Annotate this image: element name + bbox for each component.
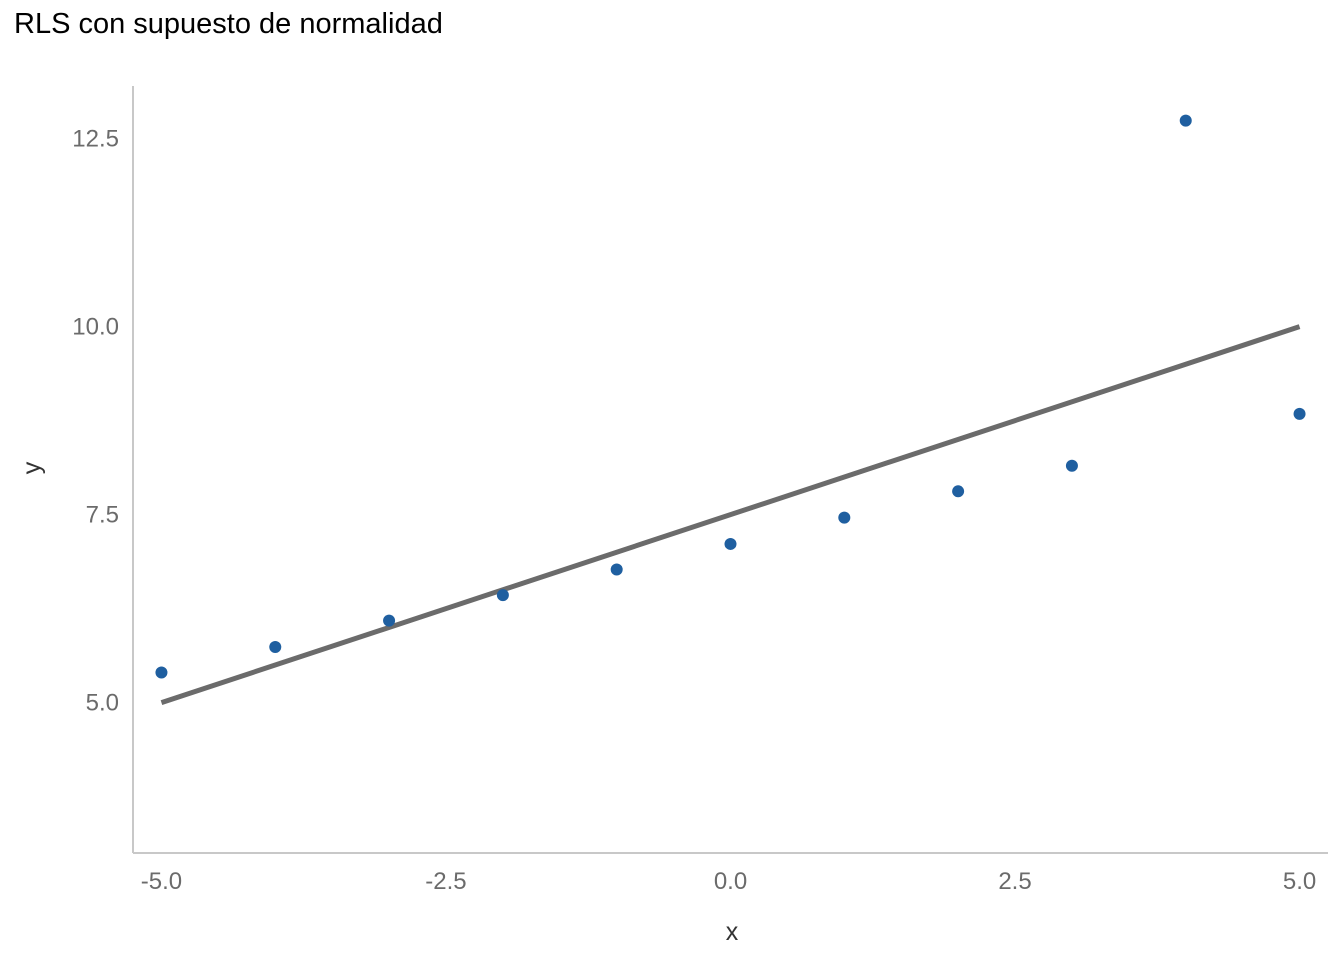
data-point	[383, 614, 396, 627]
data-point	[1293, 407, 1306, 420]
x-tick-label: -5.0	[141, 868, 182, 895]
x-tick-label: 5.0	[1283, 868, 1316, 895]
x-tick-label: 2.5	[998, 868, 1031, 895]
x-axis-label: x	[726, 918, 739, 946]
data-point	[496, 589, 509, 602]
data-point	[155, 666, 168, 679]
data-point	[1065, 459, 1078, 472]
data-point	[838, 511, 851, 524]
regression-line-group	[160, 324, 1301, 705]
x-tick-label: -2.5	[425, 868, 466, 895]
data-point	[1179, 114, 1192, 127]
tick-labels: -5.0 -2.5 0.0 2.5 5.0 5.0 7.5 10.0 12.5	[72, 126, 1316, 895]
y-tick-label: 5.0	[86, 690, 119, 717]
y-tick-label: 7.5	[86, 502, 119, 529]
data-points	[155, 114, 1306, 679]
y-tick-label: 12.5	[72, 126, 119, 153]
axes	[132, 86, 1328, 854]
chart-title: RLS con supuesto de normalidad	[14, 8, 443, 40]
regression-line	[160, 324, 1301, 705]
x-tick-label: 0.0	[714, 868, 747, 895]
y-tick-label: 10.0	[72, 314, 119, 341]
data-point	[724, 537, 737, 550]
data-point	[269, 640, 282, 653]
data-point	[952, 485, 965, 498]
data-point	[610, 563, 623, 576]
y-axis-label: y	[18, 461, 46, 474]
